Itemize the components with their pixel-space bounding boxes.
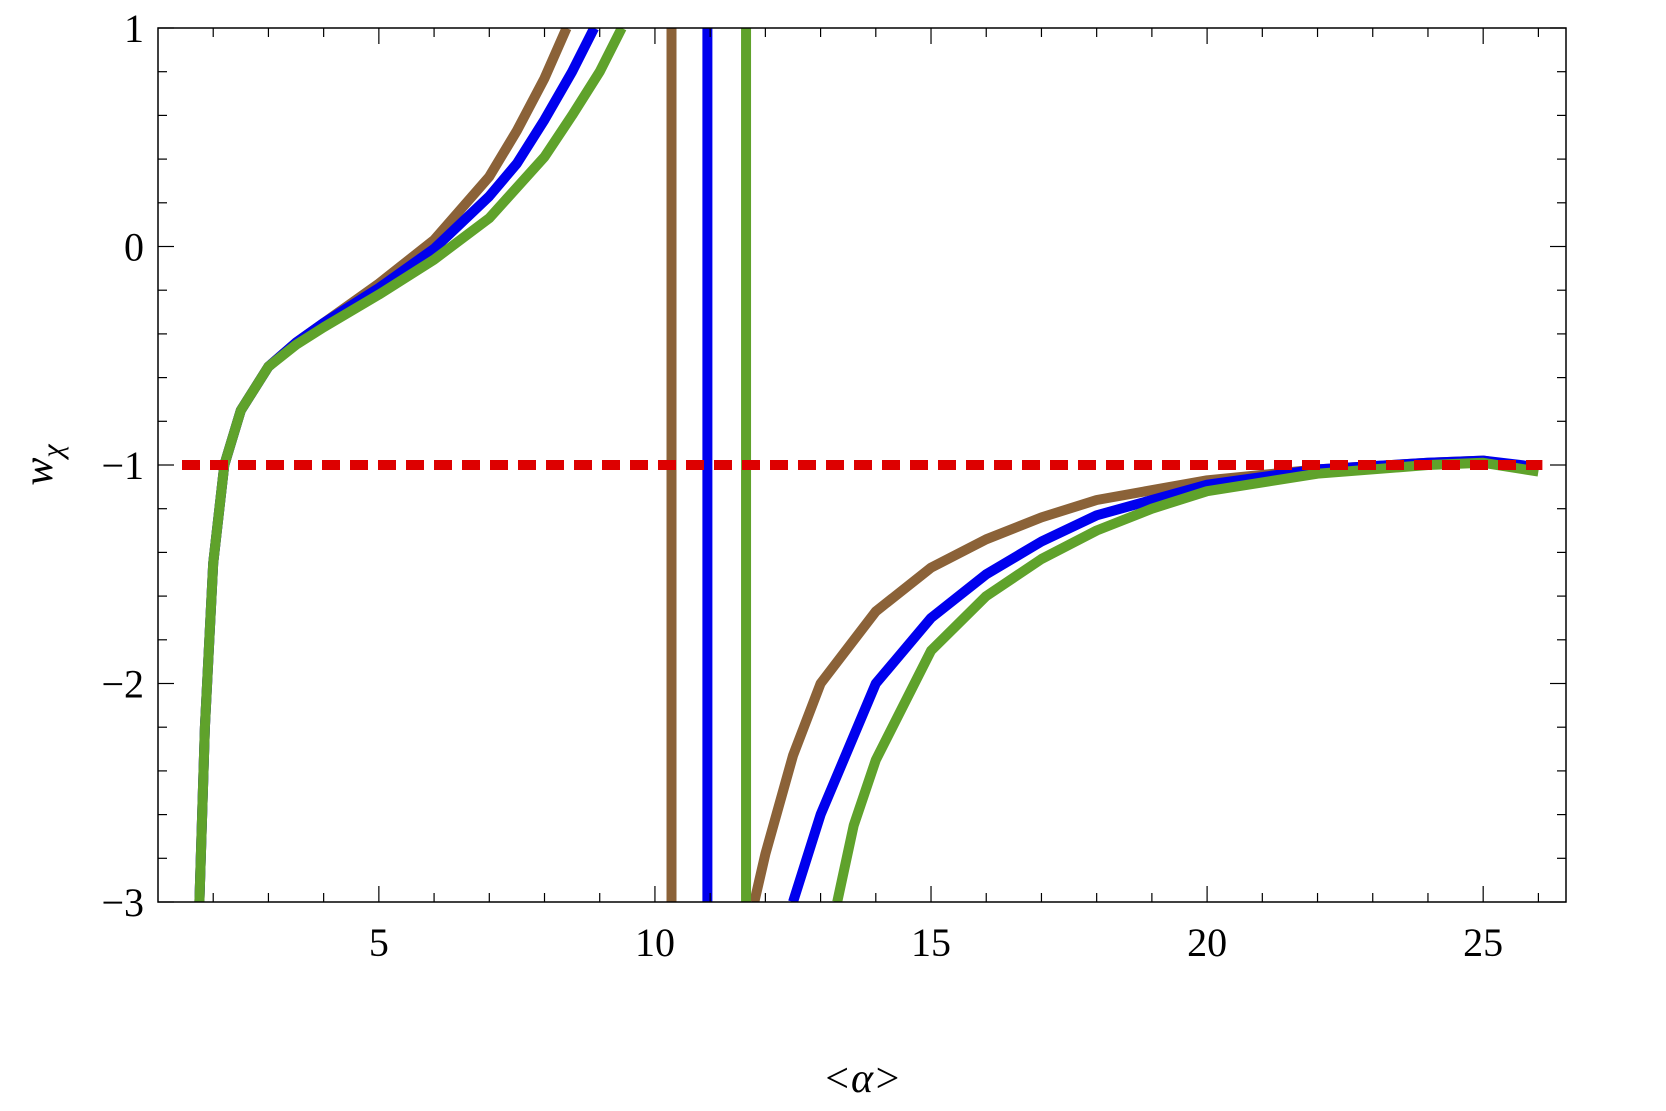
x-tick-label: 15 [911, 920, 951, 965]
y-axis-title-main: w [16, 458, 62, 486]
y-tick-label: 0 [124, 225, 144, 270]
ticks [158, 27, 1566, 903]
x-tick-label: 20 [1187, 920, 1227, 965]
svg-text:wχ: wχ [16, 444, 69, 486]
series-3-branch-1 [194, 28, 627, 902]
y-tick-label: −3 [101, 880, 144, 925]
series-2-branch-2 [788, 455, 1539, 902]
y-tick-label: −2 [101, 662, 144, 707]
series-3-branch-2 [832, 457, 1540, 902]
x-axis-title: <α> [823, 1056, 902, 1102]
y-tick-label: −1 [101, 443, 144, 488]
y-axis-title: wχ [16, 444, 69, 486]
x-tick-label: 10 [635, 920, 675, 965]
y-axis-title-subscript: χ [36, 444, 69, 461]
x-tick-label: 5 [369, 920, 389, 965]
y-tick-label: 1 [124, 6, 144, 51]
x-tick-label: 25 [1463, 920, 1503, 965]
